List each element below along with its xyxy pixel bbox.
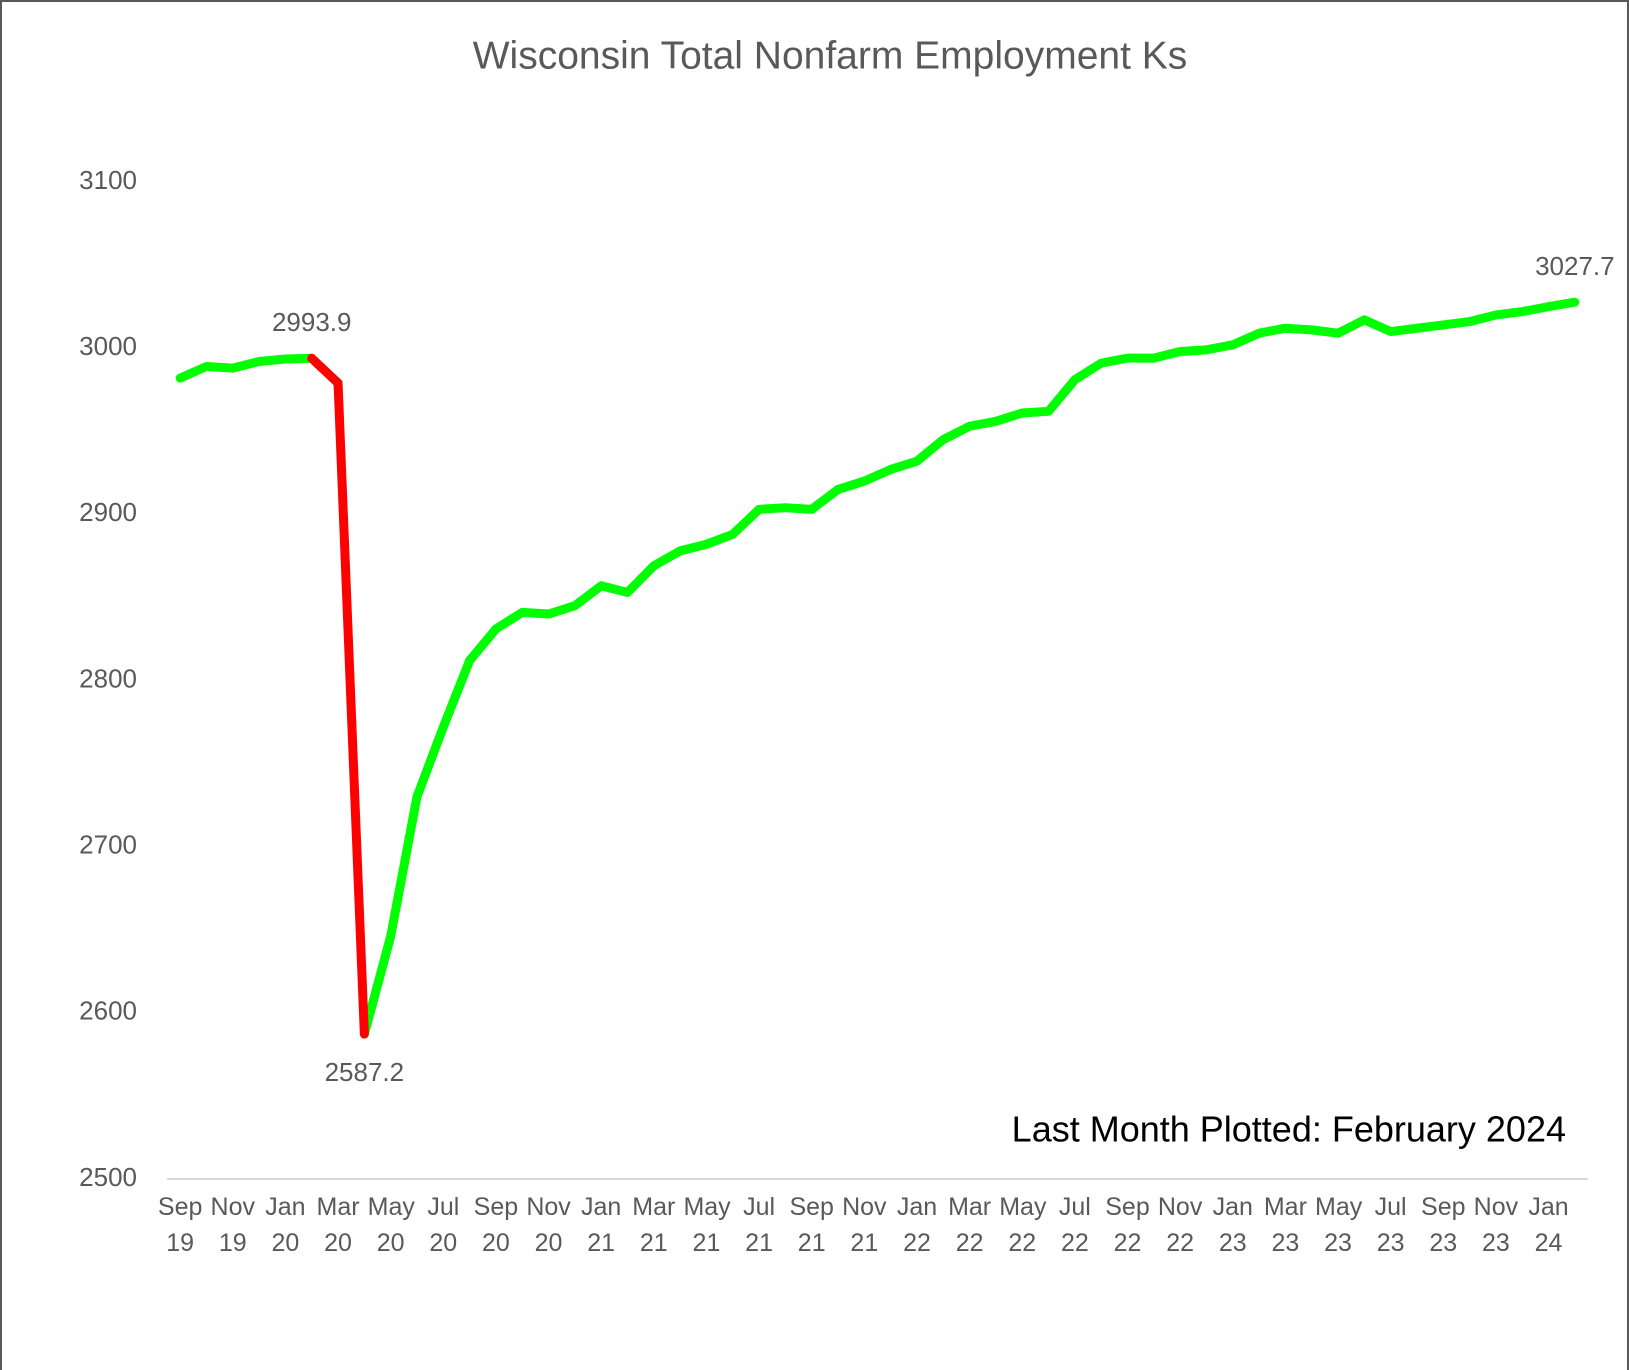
y-tick-label: 3000 bbox=[79, 331, 137, 361]
x-tick-label: Jul 21 bbox=[743, 1193, 776, 1257]
x-tick-label: Jul 20 bbox=[427, 1193, 460, 1257]
data-label: 2993.9 bbox=[272, 307, 352, 337]
x-tick-label: Nov 23 bbox=[1473, 1193, 1519, 1257]
x-tick-label: Mar 20 bbox=[316, 1193, 360, 1257]
y-tick-label: 2900 bbox=[79, 497, 137, 527]
x-tick-label: Mar 22 bbox=[948, 1193, 992, 1257]
x-tick-label: Sep 20 bbox=[473, 1193, 519, 1257]
x-tick-label: Jan 20 bbox=[265, 1193, 306, 1257]
data-label: 2587.2 bbox=[325, 1057, 405, 1087]
x-tick-label: Sep 19 bbox=[157, 1193, 203, 1257]
x-tick-label: Nov 21 bbox=[842, 1193, 887, 1257]
y-tick-label: 2500 bbox=[79, 1162, 137, 1192]
series-line bbox=[307, 353, 369, 1039]
x-tick-label: May 20 bbox=[367, 1193, 415, 1257]
x-tick-label: Jan 22 bbox=[896, 1193, 938, 1257]
x-tick-label: Nov 19 bbox=[210, 1193, 256, 1257]
chart-title: Wisconsin Total Nonfarm Employment Ks bbox=[473, 34, 1188, 77]
x-tick-label: May 21 bbox=[683, 1193, 731, 1257]
y-tick-label: 2800 bbox=[79, 663, 137, 693]
x-tick-label: Mar 23 bbox=[1263, 1193, 1307, 1257]
x-tick-label: Sep 23 bbox=[1421, 1193, 1466, 1257]
x-tick-label: Nov 20 bbox=[526, 1193, 571, 1257]
y-tick-label: 2600 bbox=[79, 996, 137, 1026]
series-line bbox=[175, 297, 1580, 1039]
x-tick-label: May 22 bbox=[999, 1193, 1047, 1257]
x-tick-label: Jul 23 bbox=[1374, 1193, 1407, 1257]
x-tick-label: Sep 21 bbox=[789, 1193, 834, 1257]
x-tick-label: Mar 21 bbox=[632, 1193, 676, 1257]
annotation: Last Month Plotted: February 2024 bbox=[1012, 1109, 1566, 1150]
data-label: 3027.7 bbox=[1535, 251, 1615, 281]
x-tick-label: Jul 22 bbox=[1058, 1193, 1091, 1257]
x-tick-label: May 23 bbox=[1315, 1193, 1363, 1257]
x-tick-label: Jan 24 bbox=[1528, 1193, 1569, 1257]
x-tick-label: Jan 21 bbox=[581, 1193, 622, 1257]
x-tick-label: Nov 22 bbox=[1157, 1193, 1203, 1257]
x-tick-label: Sep 22 bbox=[1105, 1193, 1150, 1257]
y-tick-label: 3100 bbox=[79, 165, 137, 195]
x-tick-label: Jan 23 bbox=[1212, 1193, 1253, 1257]
y-tick-label: 2700 bbox=[79, 830, 137, 860]
